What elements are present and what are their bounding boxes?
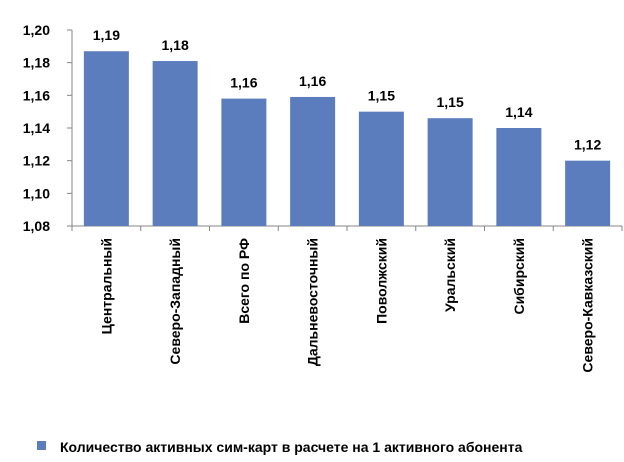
data-label: 1,14 [505,104,532,120]
y-tick-label: 1,16 [23,87,50,103]
legend-label: Количество активных сим-карт в расчете н… [60,439,523,455]
bar [565,160,611,226]
y-tick-label: 1,14 [23,120,50,136]
bar [358,111,404,226]
data-label: 1,12 [574,137,601,153]
legend-swatch [37,441,46,450]
y-tick-label: 1,18 [23,55,50,71]
category-label: Центральный [98,238,114,334]
data-labels: 1,19 1,18 1,16 1,16 1,15 1,15 1,14 1,12 [93,27,602,152]
y-tick-label: 1,20 [23,22,50,38]
y-tick-label: 1,12 [23,153,50,169]
bars [83,51,611,227]
data-label: 1,15 [368,88,395,104]
bar [427,118,473,226]
category-label: Всего по РФ [236,238,252,324]
category-label: Дальневосточный [305,238,321,366]
x-axis [71,225,623,231]
data-label: 1,18 [162,37,189,53]
category-label: Сибирский [511,238,527,315]
category-label: Уральский [442,238,458,312]
y-tick-label: 1,08 [23,218,50,234]
bar [83,51,129,226]
category-label: Северо-Кавказский [580,238,596,373]
y-tick-label: 1,10 [23,185,50,201]
bar [221,98,267,226]
category-label: Северо-Западный [167,238,183,365]
data-label: 1,16 [230,75,257,91]
category-labels: Центральный Северо-Западный Всего по РФ Дал… [98,238,595,373]
bar [152,61,198,227]
bar [496,128,542,226]
data-label: 1,16 [299,73,326,89]
data-label: 1,15 [437,94,464,110]
bar [290,96,336,226]
data-label: 1,19 [93,27,120,43]
legend: Количество активных сим-карт в расчете н… [37,439,523,455]
category-label: Поволжский [373,238,389,324]
y-axis: 1,08 1,10 1,12 1,14 1,16 1,18 1,20 [23,22,73,234]
